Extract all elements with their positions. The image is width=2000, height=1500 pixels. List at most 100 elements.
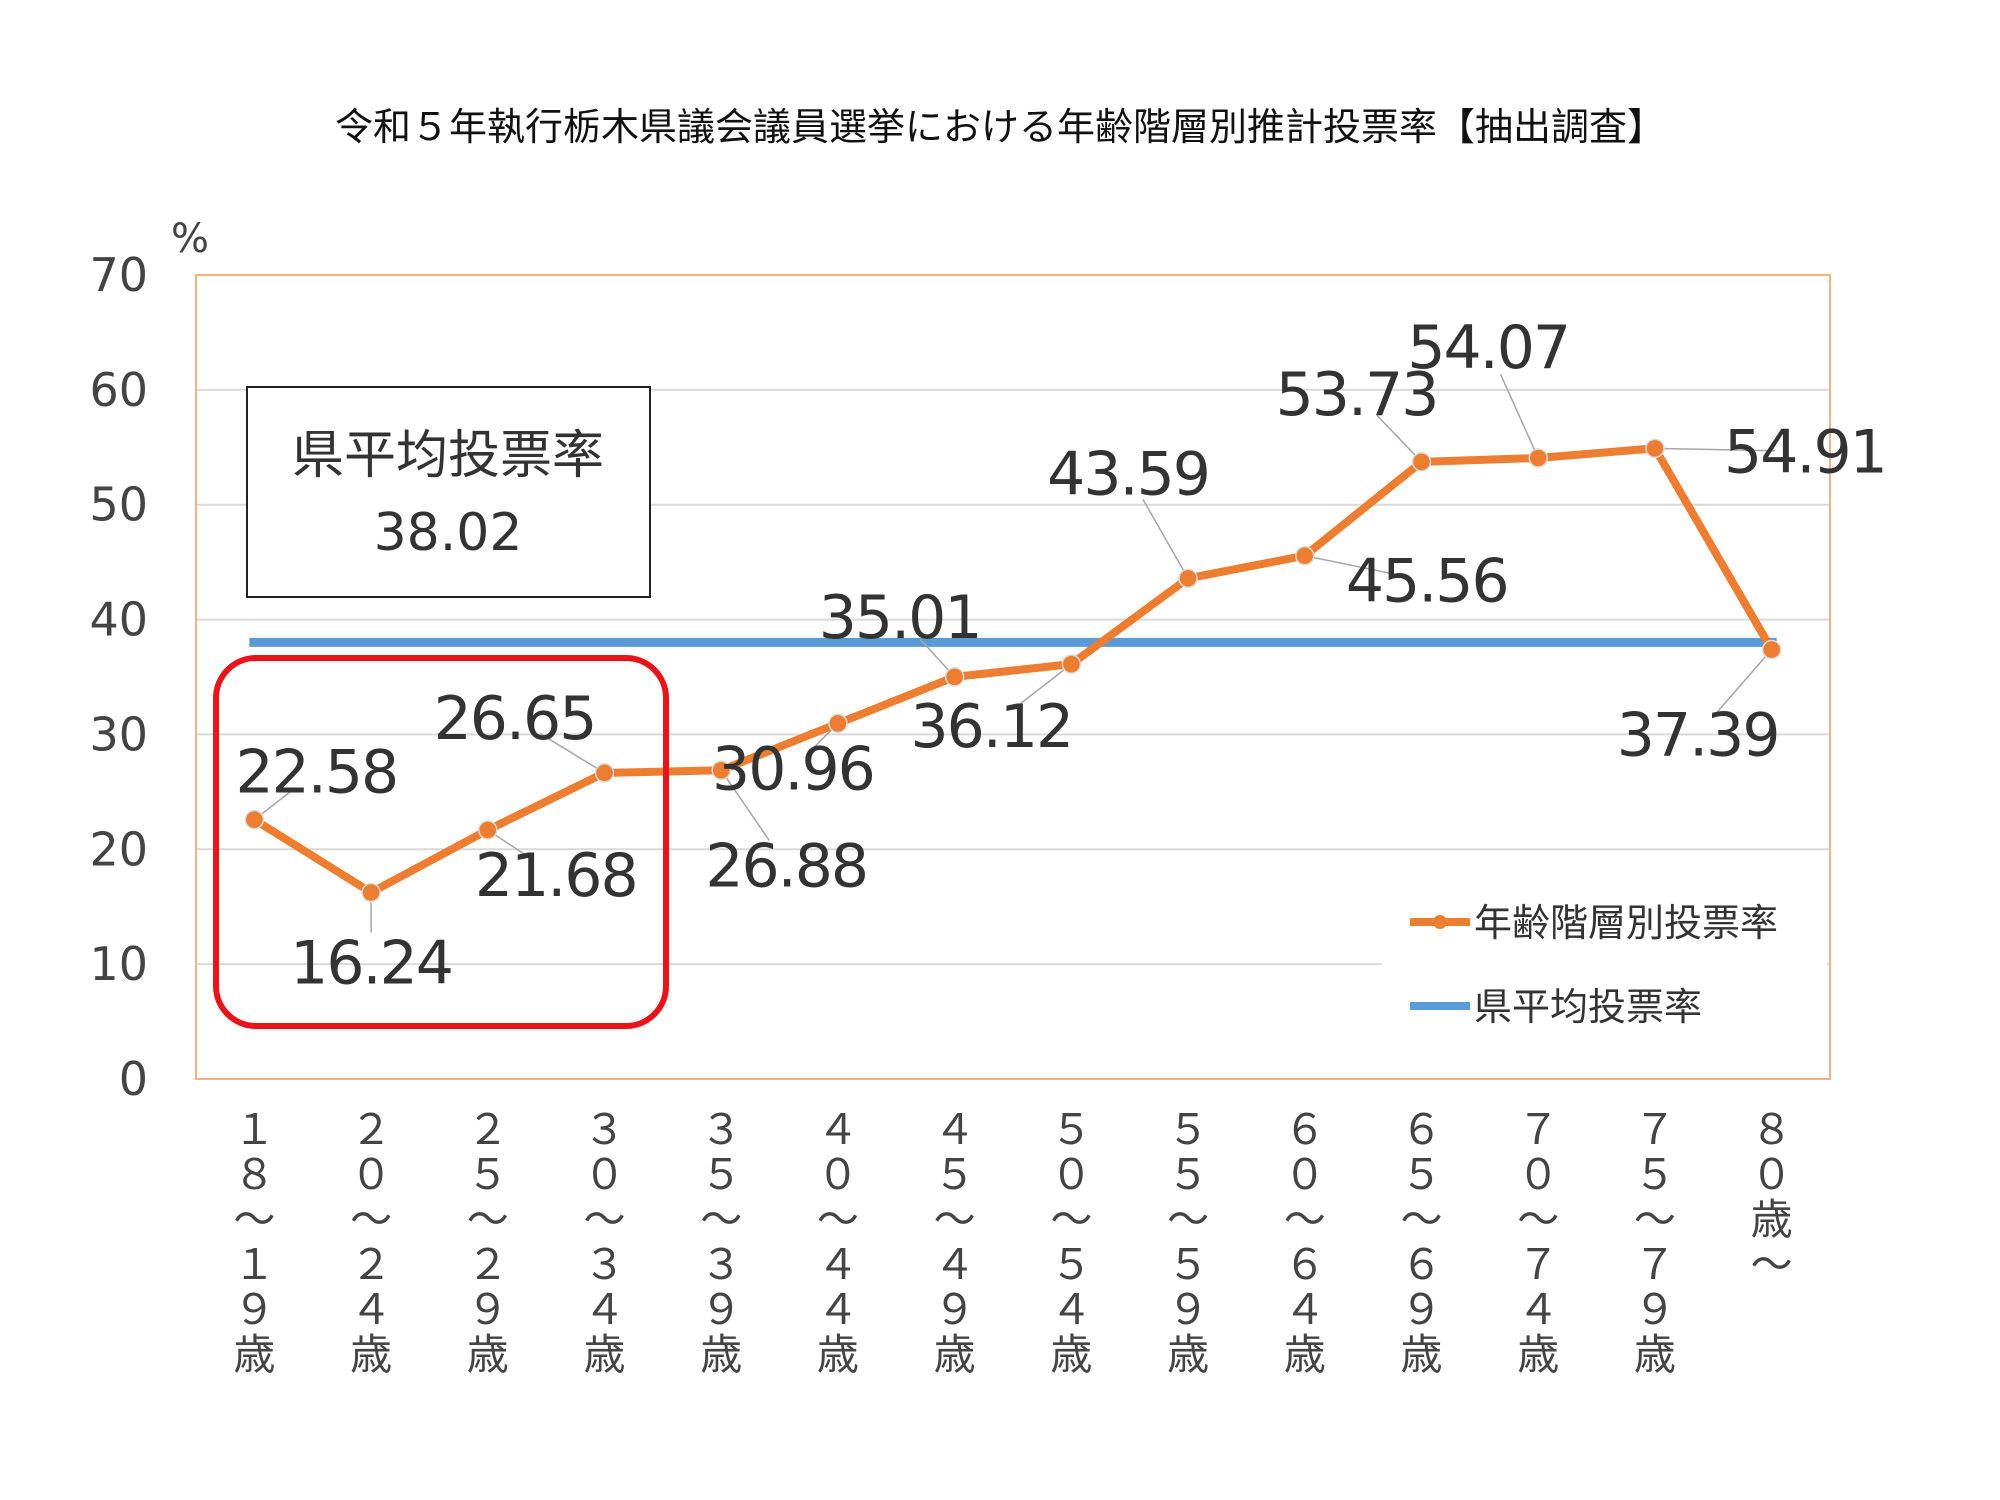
x-tick-char: ５	[467, 1150, 509, 1199]
highlight-box	[213, 655, 669, 1029]
average-box: 県平均投票率 38.02	[246, 386, 651, 598]
x-tick-char: ４	[583, 1285, 625, 1334]
x-tick-char: ９	[1400, 1285, 1442, 1334]
data-point	[1061, 654, 1082, 674]
x-tick-char: ５	[1167, 1240, 1209, 1289]
x-tick-label: ３５～３９歳	[700, 1105, 742, 1379]
data-label: 30.96	[712, 734, 874, 804]
x-tick-char: ４	[934, 1240, 976, 1289]
leader-line	[1376, 415, 1423, 463]
x-tick-char: ～	[817, 1195, 859, 1244]
x-tick-char: 歳	[583, 1330, 625, 1379]
x-tick-label: ５０～５４歳	[1050, 1105, 1092, 1379]
leader-line	[1304, 554, 1398, 576]
x-tick-label: ２５～２９歳	[467, 1105, 509, 1379]
series-line	[244, 438, 1782, 903]
data-point	[1295, 545, 1315, 566]
x-tick-label: ２０～２４歳	[350, 1105, 392, 1379]
data-label: 36.12	[910, 692, 1072, 762]
x-tick-char: ５	[1400, 1150, 1442, 1199]
data-point	[1528, 448, 1548, 468]
x-tick-char: 歳	[1751, 1195, 1793, 1244]
y-axis-unit: %	[171, 216, 209, 262]
x-tick-char: ～	[233, 1195, 275, 1244]
x-tick-char: 歳	[350, 1330, 392, 1379]
x-tick-char: ６	[1400, 1240, 1442, 1289]
x-tick-char: ７	[1517, 1105, 1559, 1154]
leader-line	[1499, 374, 1539, 459]
data-point	[1178, 568, 1198, 589]
y-tick-label: 40	[89, 593, 148, 647]
data-point	[1645, 438, 1665, 459]
x-tick-char: ８	[1751, 1105, 1793, 1154]
data-labels: 22.58 16.24 21.68 26.65 26.88 30.96 35.01 36.12…	[235, 313, 1887, 999]
x-tick-char: ～	[1167, 1195, 1209, 1244]
x-tick-label: ５５～５９歳	[1167, 1105, 1209, 1379]
x-tick-char: ５	[1167, 1150, 1209, 1199]
x-tick-char: １	[233, 1105, 275, 1154]
data-label: 26.65	[434, 684, 596, 754]
leader-line	[1654, 447, 1775, 452]
x-tick-char: ～	[467, 1195, 509, 1244]
x-tick-char: ９	[233, 1285, 275, 1334]
x-tick-label: ４０～４４歳	[817, 1105, 859, 1379]
x-tick-char: ４	[1050, 1285, 1092, 1334]
leader-line	[539, 732, 605, 774]
data-label: 16.24	[290, 928, 452, 998]
x-tick-char: ５	[700, 1150, 742, 1199]
x-tick-char: ～	[1517, 1195, 1559, 1244]
y-tick-label: 50	[89, 478, 148, 532]
data-label: 21.68	[475, 841, 637, 911]
leader-line	[1716, 649, 1773, 713]
leader-line	[1014, 663, 1072, 709]
average-box-frame	[246, 386, 651, 598]
x-tick-char: ～	[350, 1195, 392, 1244]
x-tick-char: ～	[700, 1195, 742, 1244]
data-label: 43.59	[1047, 439, 1209, 509]
x-tick-char: ４	[817, 1285, 859, 1334]
average-box-label: 県平均投票率	[292, 426, 604, 486]
data-point	[478, 820, 498, 840]
data-point	[1411, 452, 1432, 472]
x-tick-char: ２	[350, 1240, 392, 1289]
x-tick-char: ４	[817, 1240, 859, 1289]
x-tick-char: ０	[583, 1150, 625, 1199]
x-tick-char: 歳	[817, 1330, 859, 1379]
x-tick-char: ０	[350, 1150, 392, 1199]
x-tick-label: ７０～７４歳	[1517, 1105, 1559, 1379]
average-box-value: 38.02	[374, 503, 523, 563]
x-tick-char: ９	[467, 1285, 509, 1334]
series-polyline	[252, 444, 1776, 897]
data-label: 26.88	[705, 831, 867, 901]
x-tick-char: 歳	[1634, 1330, 1676, 1379]
x-tick-char: ６	[1284, 1240, 1326, 1289]
leader-line	[1142, 499, 1189, 579]
data-point	[711, 760, 731, 781]
data-point	[828, 713, 848, 734]
x-tick-char: ５	[934, 1150, 976, 1199]
x-tick-char: ０	[1284, 1150, 1326, 1199]
x-tick-char: 歳	[1284, 1330, 1326, 1379]
x-tick-char: ４	[350, 1285, 392, 1334]
x-tick-char: ７	[1634, 1240, 1676, 1289]
x-tick-char: ２	[467, 1240, 509, 1289]
x-tick-char: ０	[1751, 1150, 1793, 1199]
x-tick-char: ０	[817, 1150, 859, 1199]
legend-background	[1382, 880, 1827, 1060]
x-tick-char: ２	[350, 1105, 392, 1154]
data-label: 45.56	[1346, 547, 1508, 617]
y-tick-label: 60	[89, 363, 148, 417]
x-tick-char: ～	[1284, 1195, 1326, 1244]
x-tick-char: ３	[700, 1240, 742, 1289]
x-tick-char: ７	[1517, 1240, 1559, 1289]
data-label: 53.73	[1276, 360, 1438, 430]
x-tick-char: ５	[1167, 1105, 1209, 1154]
data-point	[594, 763, 615, 783]
x-tick-label: ６５～６９歳	[1400, 1105, 1442, 1379]
data-label: 54.07	[1407, 313, 1569, 383]
x-tick-char: 歳	[1167, 1330, 1209, 1379]
legend-item-average: 県平均投票率	[1410, 985, 1702, 1029]
x-tick-char: ６	[1284, 1105, 1326, 1154]
y-tick-label: 30	[89, 707, 148, 761]
